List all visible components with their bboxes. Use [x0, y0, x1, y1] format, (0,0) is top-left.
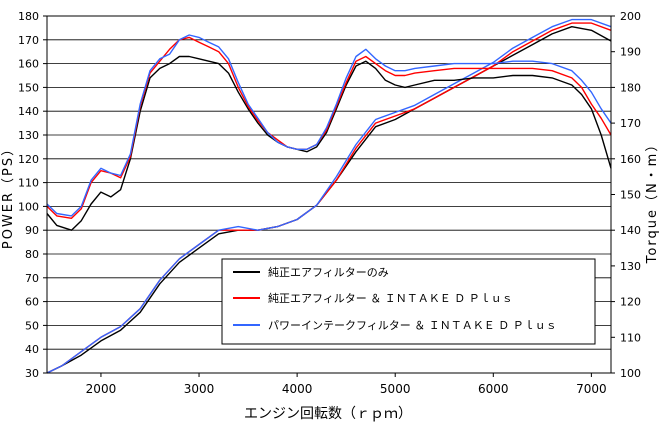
x-axis-label: エンジン回転数（ｒｐｍ） [244, 406, 412, 422]
right-tick-label: 130 [620, 260, 641, 273]
right-tick-label: 120 [620, 296, 641, 309]
series-line-power-0 [46, 55, 612, 231]
x-axis-ticks: 2000 3000 4000 5000 6000 7000 [86, 373, 607, 396]
left-tick-label: 110 [18, 177, 39, 190]
left-tick-label: 140 [18, 105, 39, 118]
left-tick-label: 150 [18, 81, 39, 94]
left-axis-label: POWER（PS） [1, 141, 16, 249]
left-tick-label: 160 [18, 58, 39, 71]
legend-label: 純正エアフィルターのみ [268, 266, 389, 279]
x-tick-label: 4000 [282, 382, 313, 396]
legend-item: 純正エアフィルター ＆ ＩＮＴＡＫＥ Ｄ Ｐｌｕｓ [233, 292, 513, 305]
legend-item: パワーインテークフィルター ＆ ＩＮＴＡＫＥ Ｄ Ｐｌｕｓ [233, 319, 557, 332]
right-tick-label: 180 [620, 81, 641, 94]
right-tick-label: 100 [620, 367, 641, 380]
right-tick-label: 150 [620, 189, 641, 202]
x-tick-label: 6000 [478, 382, 509, 396]
left-tick-label: 30 [25, 367, 39, 380]
x-tick-label: 5000 [380, 382, 411, 396]
right-tick-label: 110 [620, 331, 641, 344]
right-tick-label: 200 [620, 10, 641, 23]
left-tick-label: 90 [25, 224, 39, 237]
left-axis-ticks: 30 40 50 60 70 80 90 100 110 120 130 140 150 160 170 18… [18, 10, 47, 380]
right-tick-label: 160 [620, 153, 641, 166]
legend-label: パワーインテークフィルター ＆ ＩＮＴＡＫＥ Ｄ Ｐｌｕｓ [268, 319, 557, 332]
right-tick-label: 140 [620, 224, 641, 237]
left-tick-label: 50 [25, 319, 39, 332]
left-tick-label: 170 [18, 34, 39, 47]
right-axis-label: Torque（N・m） [645, 137, 660, 265]
left-tick-label: 60 [25, 296, 39, 309]
series-line-torque-5 [46, 18, 612, 374]
legend-label: 純正エアフィルター ＆ ＩＮＴＡＫＥ Ｄ Ｐｌｕｓ [268, 292, 513, 305]
left-tick-label: 120 [18, 153, 39, 166]
right-tick-label: 190 [620, 46, 641, 59]
legend-box [221, 258, 596, 345]
x-tick-label: 3000 [184, 382, 215, 396]
right-tick-label: 170 [620, 117, 641, 130]
right-axis-ticks: 100 110 120 130 140 150 160 170 180 190 200 [611, 10, 641, 380]
left-tick-label: 70 [25, 272, 39, 285]
legend-item: 純正エアフィルターのみ [233, 266, 389, 279]
left-tick-label: 180 [18, 10, 39, 23]
series-lines [46, 18, 612, 374]
left-tick-label: 130 [18, 129, 39, 142]
x-tick-label: 7000 [576, 382, 607, 396]
left-tick-label: 40 [25, 343, 39, 356]
left-tick-label: 100 [18, 200, 39, 213]
left-tick-label: 80 [25, 248, 39, 261]
legend: 純正エアフィルターのみ 純正エアフィルター ＆ ＩＮＴＡＫＥ Ｄ Ｐｌｕｓ パワ… [221, 258, 596, 345]
x-tick-label: 2000 [86, 382, 117, 396]
series-line-power-2 [46, 34, 612, 217]
